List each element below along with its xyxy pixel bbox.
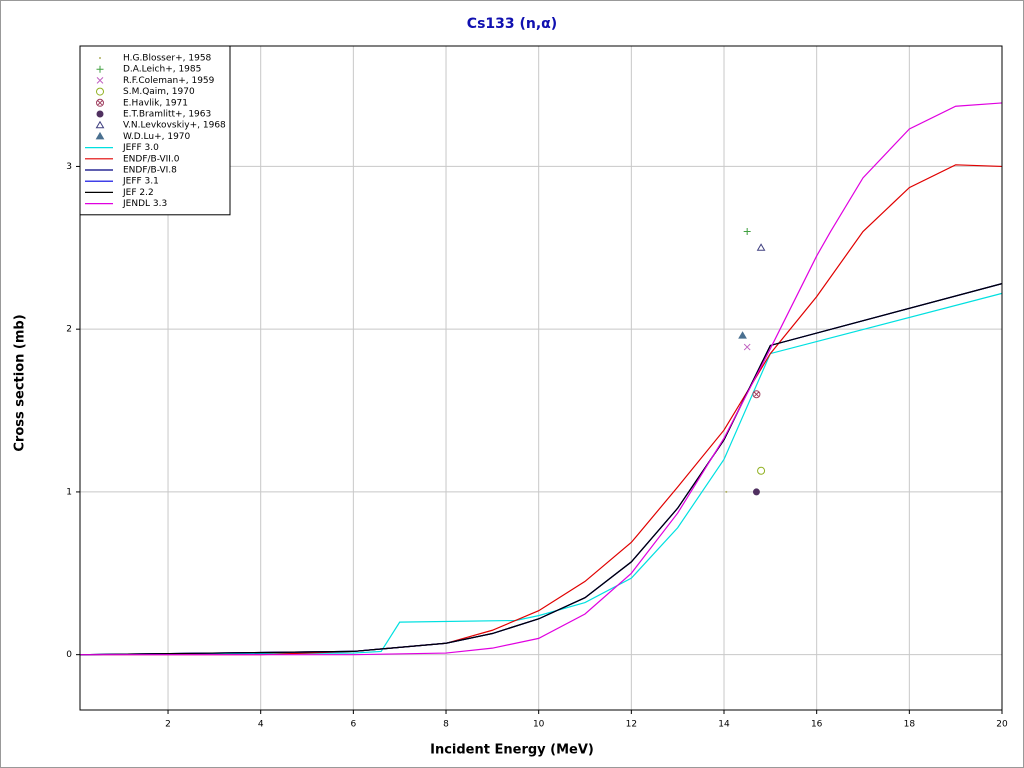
- series-line: [79, 292, 1003, 656]
- legend-box: [79, 45, 231, 216]
- x-tick-label: 12: [626, 720, 637, 730]
- marker: [96, 98, 105, 107]
- y-tick-label: 3: [66, 162, 72, 172]
- x-tick-label: 8: [443, 720, 449, 730]
- x-tick-label: 10: [533, 720, 545, 730]
- x-tick-label: 14: [718, 720, 730, 730]
- legend-label: S.M.Qaim, 1970: [123, 87, 195, 97]
- y-axis-label: Cross section (mb): [13, 314, 28, 451]
- x-tick-label: 4: [258, 720, 264, 730]
- series-line: [80, 102, 1003, 656]
- marker: [96, 87, 104, 96]
- legend-label: JENDL 3.3: [122, 199, 167, 209]
- legend-label: W.D.Lu+, 1970: [123, 132, 191, 142]
- legend-label: E.Havlik, 1971: [123, 98, 188, 108]
- x-tick-label: 2: [165, 720, 171, 730]
- marker: [96, 110, 104, 118]
- x-axis-label: Incident Energy (MeV): [430, 743, 594, 758]
- marker: [738, 331, 747, 339]
- plot-border: [79, 45, 1003, 711]
- marker: [95, 131, 105, 140]
- x-tick-label: 16: [811, 720, 823, 730]
- marker: [95, 120, 105, 129]
- x-tick-label: 6: [350, 720, 356, 730]
- y-tick-label: 2: [66, 325, 72, 335]
- legend-label: ENDF/B-VII.0: [123, 154, 180, 164]
- legend-label: R.F.Coleman+, 1959: [123, 76, 215, 86]
- legend-label: ENDF/B-VI.8: [123, 166, 177, 176]
- legend-label: D.A.Leich+, 1985: [123, 65, 201, 75]
- x-tick-label: 20: [996, 720, 1008, 730]
- marker: [752, 488, 760, 496]
- marker: [743, 343, 751, 351]
- marker: [96, 65, 104, 73]
- legend-label: V.N.Levkovskiy+, 1968: [123, 121, 226, 131]
- marker: [96, 77, 104, 84]
- legend-label: JEF 2.2: [122, 188, 154, 198]
- legend-label: H.G.Blosser+, 1958: [123, 54, 212, 64]
- marker: [743, 228, 751, 236]
- legend-label: E.T.Bramlitt+, 1963: [123, 110, 211, 120]
- legend-label: JEFF 3.1: [122, 177, 159, 187]
- legend-label: JEFF 3.0: [122, 143, 159, 153]
- marker: [756, 243, 766, 251]
- marker: [757, 466, 766, 475]
- chart-title: Cs133 (n,α): [467, 16, 557, 32]
- marker: [99, 57, 101, 59]
- marker: [752, 390, 761, 399]
- y-tick-label: 1: [66, 487, 72, 497]
- y-tick-label: 0: [66, 650, 72, 660]
- marker: [725, 490, 728, 493]
- x-tick-label: 18: [904, 720, 916, 730]
- plot: [79, 102, 1003, 656]
